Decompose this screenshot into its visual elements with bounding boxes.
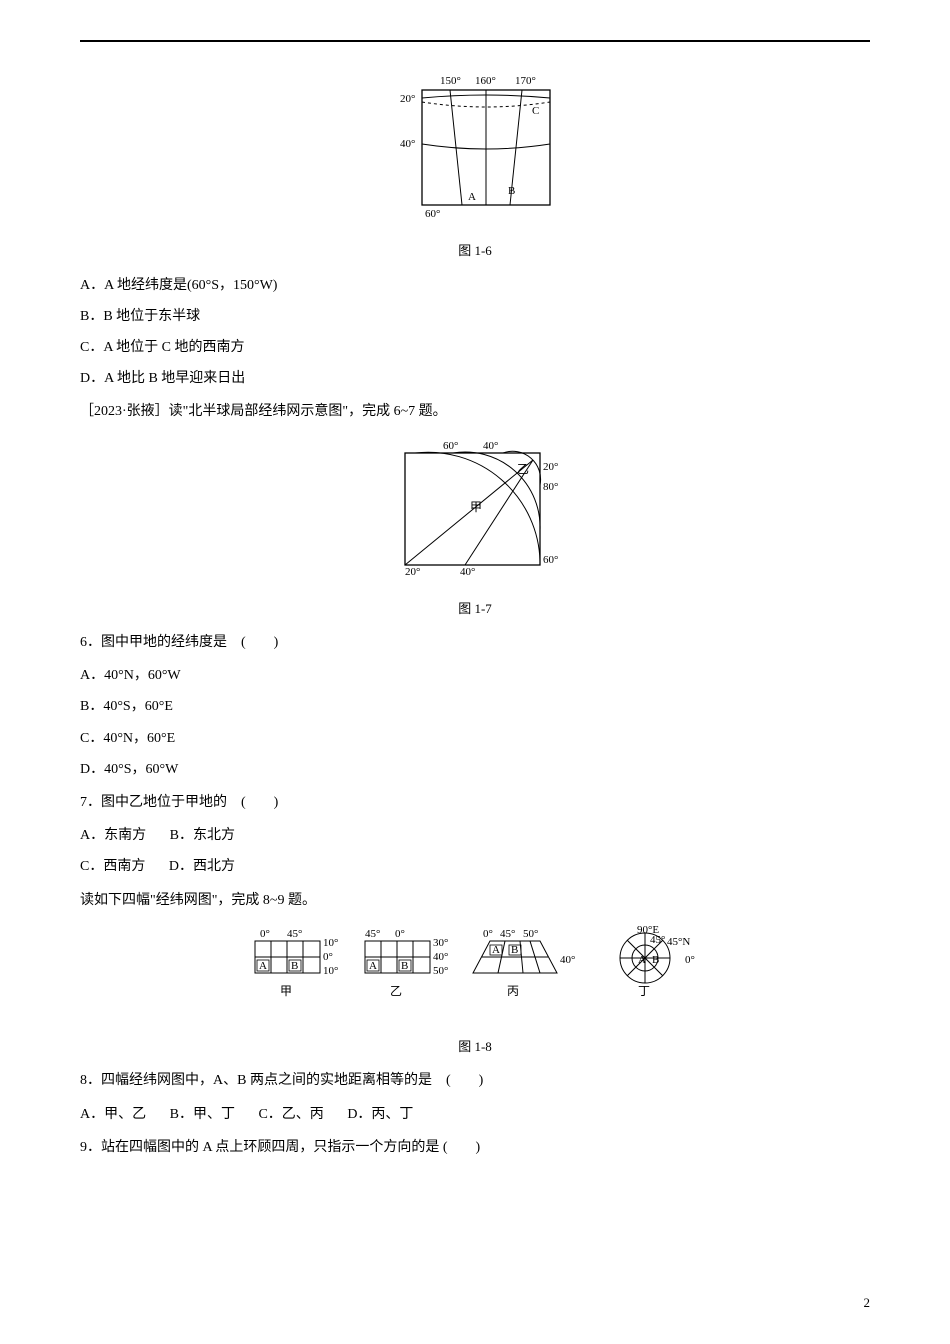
q6-optC: C．40°N，60°E — [80, 726, 870, 751]
fig1-lon1: 150° — [440, 75, 461, 87]
f3-yi-0: 0° — [395, 928, 405, 940]
fig1-C: C — [532, 105, 539, 117]
figure-1-7-container: 60° 40° 20° 80° 60° 20° 40° 甲 乙 图 1-7 — [80, 435, 870, 621]
q6: 6．图中甲地的经纬度是 ( ) — [80, 630, 870, 655]
q8-optA: A．甲、乙 — [80, 1107, 146, 1122]
f3-yi-50: 50° — [433, 965, 448, 977]
f3-yi-45: 45° — [365, 928, 380, 940]
fig1-A: A — [468, 191, 476, 203]
f3-yi-40: 40° — [433, 951, 448, 963]
fig2-right20: 20° — [543, 461, 558, 473]
fig1-lat2: 40° — [400, 138, 415, 150]
fig1-lat1: 20° — [400, 93, 415, 105]
figure-1-8-svg: 0° 45° 10° 0° 10° A B 甲 45° 0° 30° 40° 5… — [235, 923, 715, 1018]
top-divider — [80, 40, 870, 42]
q7-optB: B．东北方 — [170, 828, 235, 843]
fig2-top60: 60° — [443, 440, 458, 452]
q8-options: A．甲、乙 B．甲、丁 C．乙、丙 D．丙、丁 — [80, 1102, 870, 1127]
f3-yi-A: A — [369, 960, 377, 972]
fig2-top40: 40° — [483, 440, 498, 452]
fig2-jia: 甲 — [470, 500, 482, 514]
f3-bing-A: A — [492, 944, 500, 956]
q5-optA: A．A 地经纬度是(60°S，150°W) — [80, 273, 870, 298]
q7-optD: D．西北方 — [169, 859, 235, 874]
figure-1-6-svg: 150° 160° 170° 20° 40° 60° A B C — [380, 72, 570, 222]
fig1-lon3: 170° — [515, 75, 536, 87]
q7-optC: C．西南方 — [80, 859, 145, 874]
f3-ding-A: A — [638, 954, 646, 966]
q6-optB: B．40°S，60°E — [80, 694, 870, 719]
page-number: 2 — [864, 1291, 871, 1314]
figure-1-7-svg: 60° 40° 20° 80° 60° 20° 40° 甲 乙 — [375, 435, 575, 580]
fig2-bot20: 20° — [405, 566, 420, 578]
intro-89: 读如下四幅"经纬网图"，完成 8~9 题。 — [80, 888, 870, 913]
fig2-bot40: 40° — [460, 566, 475, 578]
f3-yi-B: B — [401, 960, 408, 972]
fig2-right80: 80° — [543, 481, 558, 493]
f3-yi-30: 30° — [433, 937, 448, 949]
q6-optA: A．40°N，60°W — [80, 663, 870, 688]
f3-yi-label: 乙 — [390, 984, 402, 998]
f3-ding-45: 45° — [650, 934, 665, 946]
figure-1-7-caption: 图 1-7 — [80, 597, 870, 620]
q8-optC: C．乙、丙 — [258, 1107, 323, 1122]
f3-bing-45: 45° — [500, 928, 515, 940]
f3-bing-B: B — [511, 944, 518, 956]
fig1-lat3: 60° — [425, 208, 440, 220]
f3-bing-0: 0° — [483, 928, 493, 940]
q6-optD: D．40°S，60°W — [80, 757, 870, 782]
fig1-lon2: 160° — [475, 75, 496, 87]
figure-1-6-caption: 图 1-6 — [80, 239, 870, 262]
f3-jia-B: B — [291, 960, 298, 972]
fig1-B: B — [508, 185, 515, 197]
q9: 9．站在四幅图中的 A 点上环顾四周，只指示一个方向的是 ( ) — [80, 1135, 870, 1160]
f3-ding-B: B — [652, 954, 659, 966]
f3-bing-label: 丙 — [507, 984, 519, 998]
f3-jia-0: 0° — [260, 928, 270, 940]
f3-jia-45: 45° — [287, 928, 302, 940]
intro-67: ［2023·张掖］读"北半球局部经纬网示意图"，完成 6~7 题。 — [80, 399, 870, 424]
q8-optB: B．甲、丁 — [170, 1107, 235, 1122]
figure-1-8-container: 0° 45° 10° 0° 10° A B 甲 45° 0° 30° 40° 5… — [80, 923, 870, 1059]
q7-options-row1: A．东南方 B．东北方 — [80, 823, 870, 848]
q5-optC: C．A 地位于 C 地的西南方 — [80, 335, 870, 360]
f3-jia-10b: 10° — [323, 965, 338, 977]
fig2-yi: 乙 — [517, 462, 529, 476]
q7-optA: A．东南方 — [80, 828, 146, 843]
f3-bing-40: 40° — [560, 954, 575, 966]
f3-ding-45N: 45°N — [667, 936, 690, 948]
q5-optD: D．A 地比 B 地早迎来日出 — [80, 366, 870, 391]
f3-jia-label: 甲 — [280, 984, 292, 998]
fig2-right60: 60° — [543, 554, 558, 566]
q7: 7．图中乙地位于甲地的 ( ) — [80, 790, 870, 815]
f3-ding-0: 0° — [685, 954, 695, 966]
q7-options-row2: C．西南方 D．西北方 — [80, 854, 870, 879]
q8-optD: D．丙、丁 — [347, 1107, 413, 1122]
figure-1-6-container: 150° 160° 170° 20° 40° 60° A B C 图 1-6 — [80, 72, 870, 263]
f3-jia-A: A — [259, 960, 267, 972]
f3-jia-0r: 0° — [323, 951, 333, 963]
f3-jia-10a: 10° — [323, 937, 338, 949]
q5-optB: B．B 地位于东半球 — [80, 304, 870, 329]
f3-ding-label: 丁 — [638, 984, 650, 998]
f3-bing-50: 50° — [523, 928, 538, 940]
q8: 8．四幅经纬网图中，A、B 两点之间的实地距离相等的是 ( ) — [80, 1068, 870, 1093]
figure-1-8-caption: 图 1-8 — [80, 1035, 870, 1058]
